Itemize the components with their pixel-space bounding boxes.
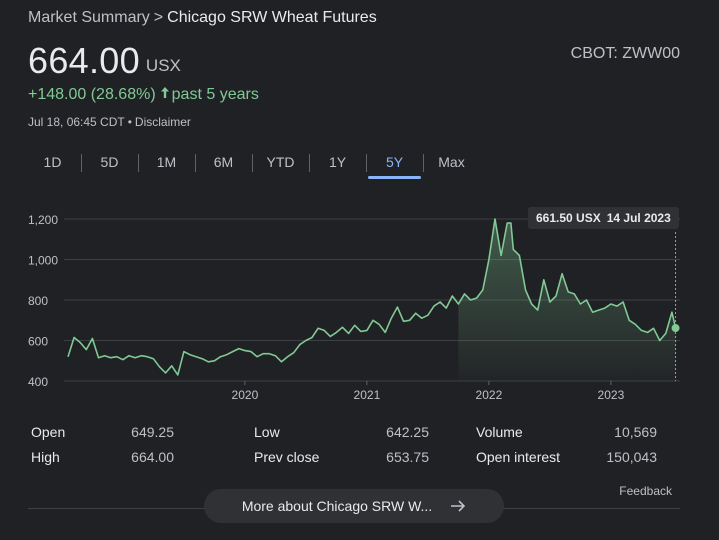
disclaimer-link[interactable]: Disclaimer [134, 115, 191, 129]
current-price: 664.00 [28, 40, 140, 81]
stat-prev-close-value: 653.75 [386, 449, 429, 465]
tooltip-date: 14 Jul 2023 [606, 211, 671, 225]
price-change: +148.00 (28.68%) past 5 years [28, 86, 259, 104]
x-tick-label: 2023 [598, 388, 625, 402]
arrow-up-icon [160, 86, 170, 104]
stat-open-interest-label: Open interest [476, 449, 561, 465]
y-tick-label: 1,000 [28, 254, 58, 268]
tab-5y[interactable]: 5Y [366, 150, 423, 179]
price-currency: USX [145, 56, 181, 75]
x-tick-label: 2022 [476, 388, 503, 402]
tab-1y[interactable]: 1Y [309, 150, 366, 176]
quote-meta: Jul 18, 06:45 CDT • Disclaimer [28, 115, 191, 129]
tab-1d[interactable]: 1D [43, 154, 62, 170]
chart-tooltip: 661.50 USX 14 Jul 2023 [528, 207, 679, 229]
breadcrumb-separator: > [153, 9, 164, 26]
x-tick-label: 2021 [354, 388, 381, 402]
price-area-fill [458, 219, 676, 381]
more-about-label: More about Chicago SRW W... [241, 498, 433, 514]
more-about-button[interactable]: More about Chicago SRW W... [204, 489, 504, 523]
stat-volume-value: 10,569 [614, 424, 657, 440]
ticker-symbol: CBOT: ZWW00 [570, 45, 680, 62]
breadcrumb: Market Summary > Chicago SRW Wheat Futures [28, 9, 377, 27]
arrow-right-icon [450, 499, 466, 513]
stats-table: Open 649.25 High 664.00 Low 642.25 Prev … [31, 424, 671, 474]
tab-max[interactable]: Max [423, 150, 480, 176]
tooltip-value: 661.50 USX [536, 211, 601, 225]
stat-low-value: 642.25 [386, 424, 429, 440]
stat-open-value: 649.25 [131, 424, 174, 440]
stat-high-label: High [31, 449, 60, 465]
tab-1m[interactable]: 1M [138, 150, 195, 176]
meta-separator: • [127, 115, 132, 129]
x-tick-label: 2020 [232, 388, 259, 402]
stat-volume-label: Volume [476, 424, 523, 440]
hover-point [671, 324, 680, 333]
y-tick-label: 400 [28, 375, 48, 389]
price-row: 664.00 USX [28, 40, 181, 82]
price-line [67, 218, 677, 376]
stat-open-interest-value: 150,043 [606, 449, 657, 465]
tab-6m[interactable]: 6M [195, 150, 252, 176]
range-tabs: 1D 5D 1M 6M YTD 1Y 5Y Max [24, 148, 480, 179]
breadcrumb-current: Chicago SRW Wheat Futures [167, 9, 377, 26]
feedback-link[interactable]: Feedback [619, 484, 672, 498]
change-period: past 5 years [171, 86, 259, 103]
y-tick-label: 600 [28, 335, 48, 349]
quote-timestamp: Jul 18, 06:45 CDT [28, 115, 125, 129]
stat-high-value: 664.00 [131, 449, 174, 465]
change-value: +148.00 (28.68%) [28, 86, 156, 103]
stat-open-label: Open [31, 424, 66, 440]
breadcrumb-parent-link[interactable]: Market Summary [28, 9, 150, 26]
tab-ytd[interactable]: YTD [252, 150, 309, 176]
stat-low-label: Low [254, 424, 280, 440]
stat-prev-close-label: Prev close [254, 449, 320, 465]
y-tick-label: 1,200 [28, 213, 58, 227]
price-chart[interactable]: 400 600 800 1,000 1,200 2020 2021 2022 2023 [0, 195, 719, 410]
tab-5d[interactable]: 5D [81, 150, 138, 176]
y-tick-label: 800 [28, 294, 48, 308]
